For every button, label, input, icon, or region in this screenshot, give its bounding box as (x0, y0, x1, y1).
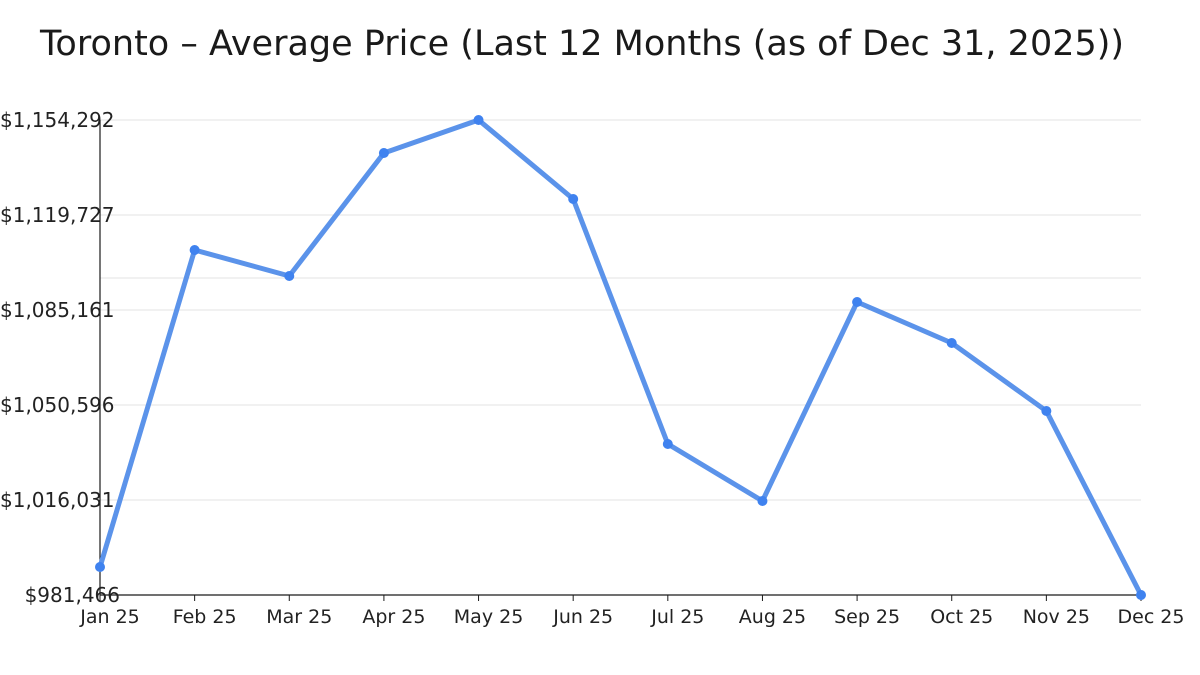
data-point-marker[interactable] (189, 244, 200, 255)
data-point-marker[interactable] (568, 193, 579, 204)
data-point-marker[interactable] (946, 337, 957, 348)
x-tick-label: Sep 25 (834, 606, 900, 628)
y-tick-label: $1,016,031 (0, 488, 115, 512)
gridlines (100, 119, 1141, 501)
x-tick-label: Jan 25 (79, 606, 140, 628)
x-axis-ticks: Jan 25 Feb 25 Mar 25 Apr 25 May 25 Jun 25 Jul … (79, 595, 1184, 628)
x-tick-label: Apr 25 (362, 606, 425, 628)
x-tick-label: Jun 25 (552, 606, 613, 628)
data-point-marker[interactable] (284, 270, 295, 281)
x-tick-label: Jul 25 (650, 606, 704, 628)
data-point-marker[interactable] (1041, 405, 1052, 416)
y-axis-ticks: $981,466 $1,016,031 $1,050,596 $1,085,161 $1… (0, 108, 120, 607)
data-point-marker[interactable] (378, 147, 389, 158)
y-tick-label: $1,154,292 (0, 108, 115, 132)
price-series (95, 115, 1146, 600)
x-tick-label: Mar 25 (266, 606, 332, 628)
y-tick-label: $1,085,161 (0, 298, 115, 322)
data-point-marker[interactable] (473, 115, 484, 125)
data-point-marker[interactable] (662, 438, 673, 449)
price-line (97, 117, 1144, 597)
x-tick-label: Nov 25 (1023, 606, 1090, 628)
y-tick-label: $1,119,727 (0, 203, 115, 227)
x-tick-label: May 25 (454, 606, 524, 628)
y-tick-label: $1,050,596 (0, 393, 115, 417)
x-tick-label: Feb 25 (173, 606, 237, 628)
data-point-marker[interactable] (95, 561, 105, 572)
y-tick-label: $981,466 (25, 583, 120, 607)
data-point-marker[interactable] (1136, 590, 1146, 600)
data-point-marker[interactable] (852, 296, 863, 307)
axes (99, 120, 1141, 596)
chart-title: Toronto – Average Price (Last 12 Months … (40, 24, 1125, 64)
x-tick-label: Oct 25 (930, 606, 993, 628)
x-tick-label: Aug 25 (739, 606, 806, 628)
x-tick-label: Dec 25 (1118, 606, 1185, 628)
data-point-marker[interactable] (757, 495, 768, 506)
